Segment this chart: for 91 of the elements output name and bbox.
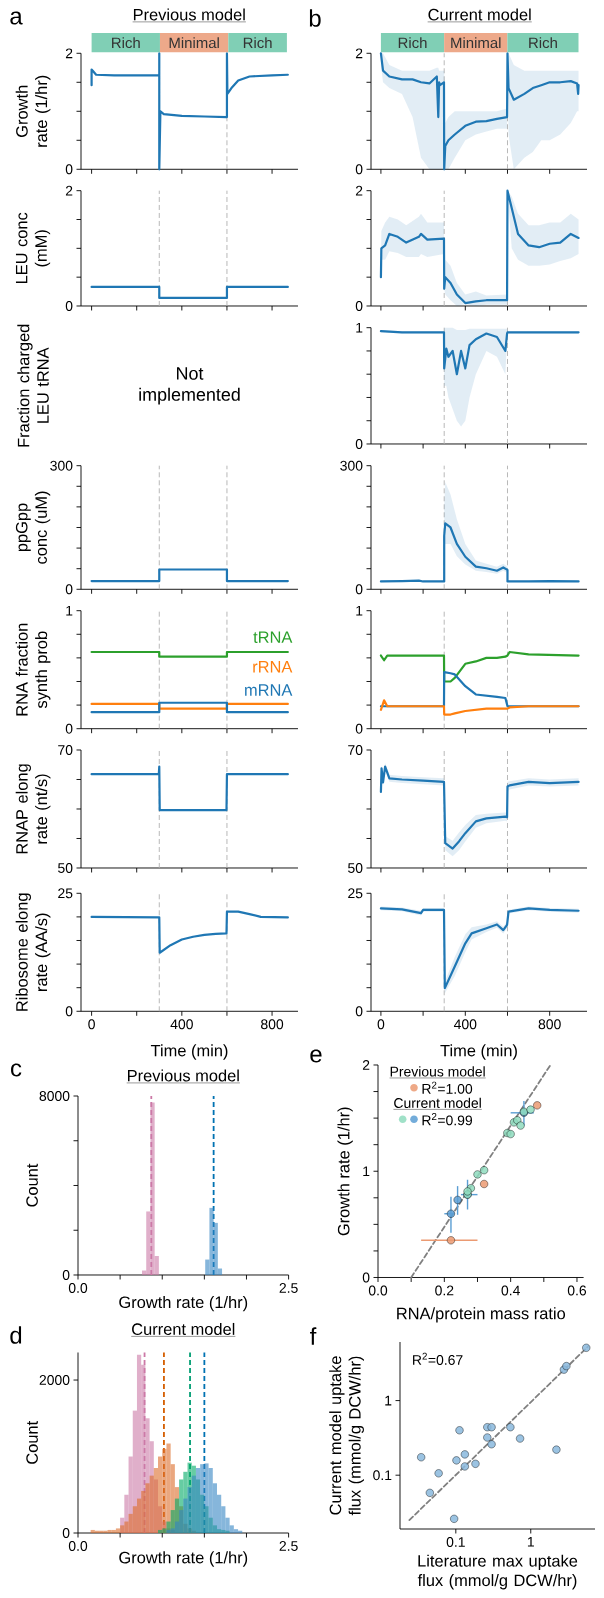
text: Fraction charged LEU tRNA [17,324,49,447]
y-tick-label: 0 [62,1528,70,1538]
y-tick-label: 1 [363,1166,370,1177]
series-label: Rich [243,37,272,49]
y-tick-label: 2000 [39,1375,70,1385]
x-axis-title: RNA/protein mass ratio [397,1307,566,1323]
x-axis-title: Literature max uptake flux (mmol/g DCW/hr) [417,1554,578,1590]
y-tick-label: 0 [355,723,363,734]
y-axis-title: Ribosome elong rate (AA/s) [15,893,51,1011]
x-axis-title: Growth rate (1/hr) [119,1295,248,1312]
annotation: R$^{2}$=0.67 [413,1352,463,1365]
y-axis-title: Current model uptake flux (mmol/g DCW/hr) [329,1356,364,1516]
annotation: Previous model [390,1066,485,1077]
x-tick-label: 0 [377,1019,385,1030]
text: d [10,1326,22,1344]
annotation: Current model [394,1097,481,1109]
y-tick-label: 0 [65,1006,73,1017]
y-tick-label: 0 [355,439,363,449]
y-tick-label: 0 [362,1272,370,1283]
y-axis-title: LEU conc (mM) [15,212,51,284]
x-tick-label: 0.4 [501,1285,520,1296]
x-tick-label: 800 [261,1019,284,1030]
y-tick-label: 70 [348,745,363,755]
y-tick-label: 70 [58,745,73,755]
y-tick-label: 1 [66,605,73,616]
x-tick-label: 800 [538,1019,561,1030]
y-tick-label: 0 [355,584,363,595]
text: c [11,1063,22,1077]
chart-title: Current model [428,8,531,21]
y-tick-label: 2 [355,48,363,59]
y-axis-title: ppGpp conc (uM) [15,491,51,564]
y-tick-label: 300 [50,460,73,471]
x-tick-label: 0.2 [435,1285,454,1296]
text: Not implemented [139,367,240,405]
legend-label: R$^{2}$=0.99 [422,1113,473,1126]
series-label: mRNA [245,684,293,696]
series-label: Rich [112,37,140,49]
y-tick-label: 0 [355,164,363,175]
y-tick-label: 0 [355,1006,363,1017]
x-tick-label: 0 [88,1019,95,1030]
y-axis-title: Count [26,1163,38,1207]
series-label: Minimal [451,37,501,49]
y-tick-label: 0 [65,301,73,311]
y-tick-label: 2 [355,185,363,196]
series-label: rRNA [253,661,293,673]
y-tick-label: 0 [65,164,73,175]
x-axis-title: Time (min) [150,1044,228,1060]
y-tick-label: 2 [65,185,73,196]
y-tick-label: 0 [62,1270,70,1280]
x-tick-label: 0.6 [567,1285,587,1296]
x-tick-label: 0.1 [446,1537,465,1547]
y-tick-label: 300 [340,460,363,471]
y-tick-label: 0 [355,301,363,311]
y-axis-title: Count [26,1420,38,1464]
x-tick-label: 2.5 [279,1541,298,1551]
chart-title: Current model [132,1322,235,1335]
text: a [10,11,23,25]
series-label: Rich [398,37,427,49]
x-tick-label: 400 [453,1019,477,1030]
y-tick-label: 2 [65,48,73,59]
y-tick-label: 25 [58,888,73,899]
x-tick-label: 0.0 [68,1541,88,1551]
text: b [309,9,321,27]
y-axis-title: Growth rate (1/hr) [337,1107,353,1236]
x-tick-label: 2.5 [279,1283,298,1293]
legend-label: R$^{2}$=1.00 [422,1081,473,1094]
y-axis-title: Growth rate (1/hr) [15,75,51,147]
y-axis-title: RNA fraction synth prob [15,623,51,716]
x-tick-label: 400 [170,1019,193,1030]
y-tick-label: 0 [65,584,73,595]
x-axis-title: Time (min) [440,1044,517,1060]
y-tick-label: 2 [362,1060,370,1070]
y-tick-label: 1 [356,322,363,333]
x-axis-title: Growth rate (1/hr) [119,1551,248,1567]
x-tick-label: 0.0 [68,1283,88,1293]
text: e [310,1049,322,1063]
y-axis-title: RNAP elong rate (nt/s) [15,764,51,854]
y-tick-label: 50 [58,863,73,873]
y-tick-label: 50 [348,863,363,873]
y-tick-label: 0 [65,723,73,734]
x-tick-label: 0.0 [368,1285,388,1296]
y-tick-label: 25 [348,888,363,899]
x-tick-label: 1 [527,1537,534,1547]
chart-title: Previous model [128,1069,239,1082]
y-tick-label: 8000 [39,1091,70,1101]
y-tick-label: 1 [356,605,363,616]
series-label: Minimal [169,37,219,49]
text: f [310,1327,317,1345]
series-label: Rich [529,37,557,49]
chart-title: Previous model [133,8,245,21]
series-label: tRNA [253,631,293,643]
